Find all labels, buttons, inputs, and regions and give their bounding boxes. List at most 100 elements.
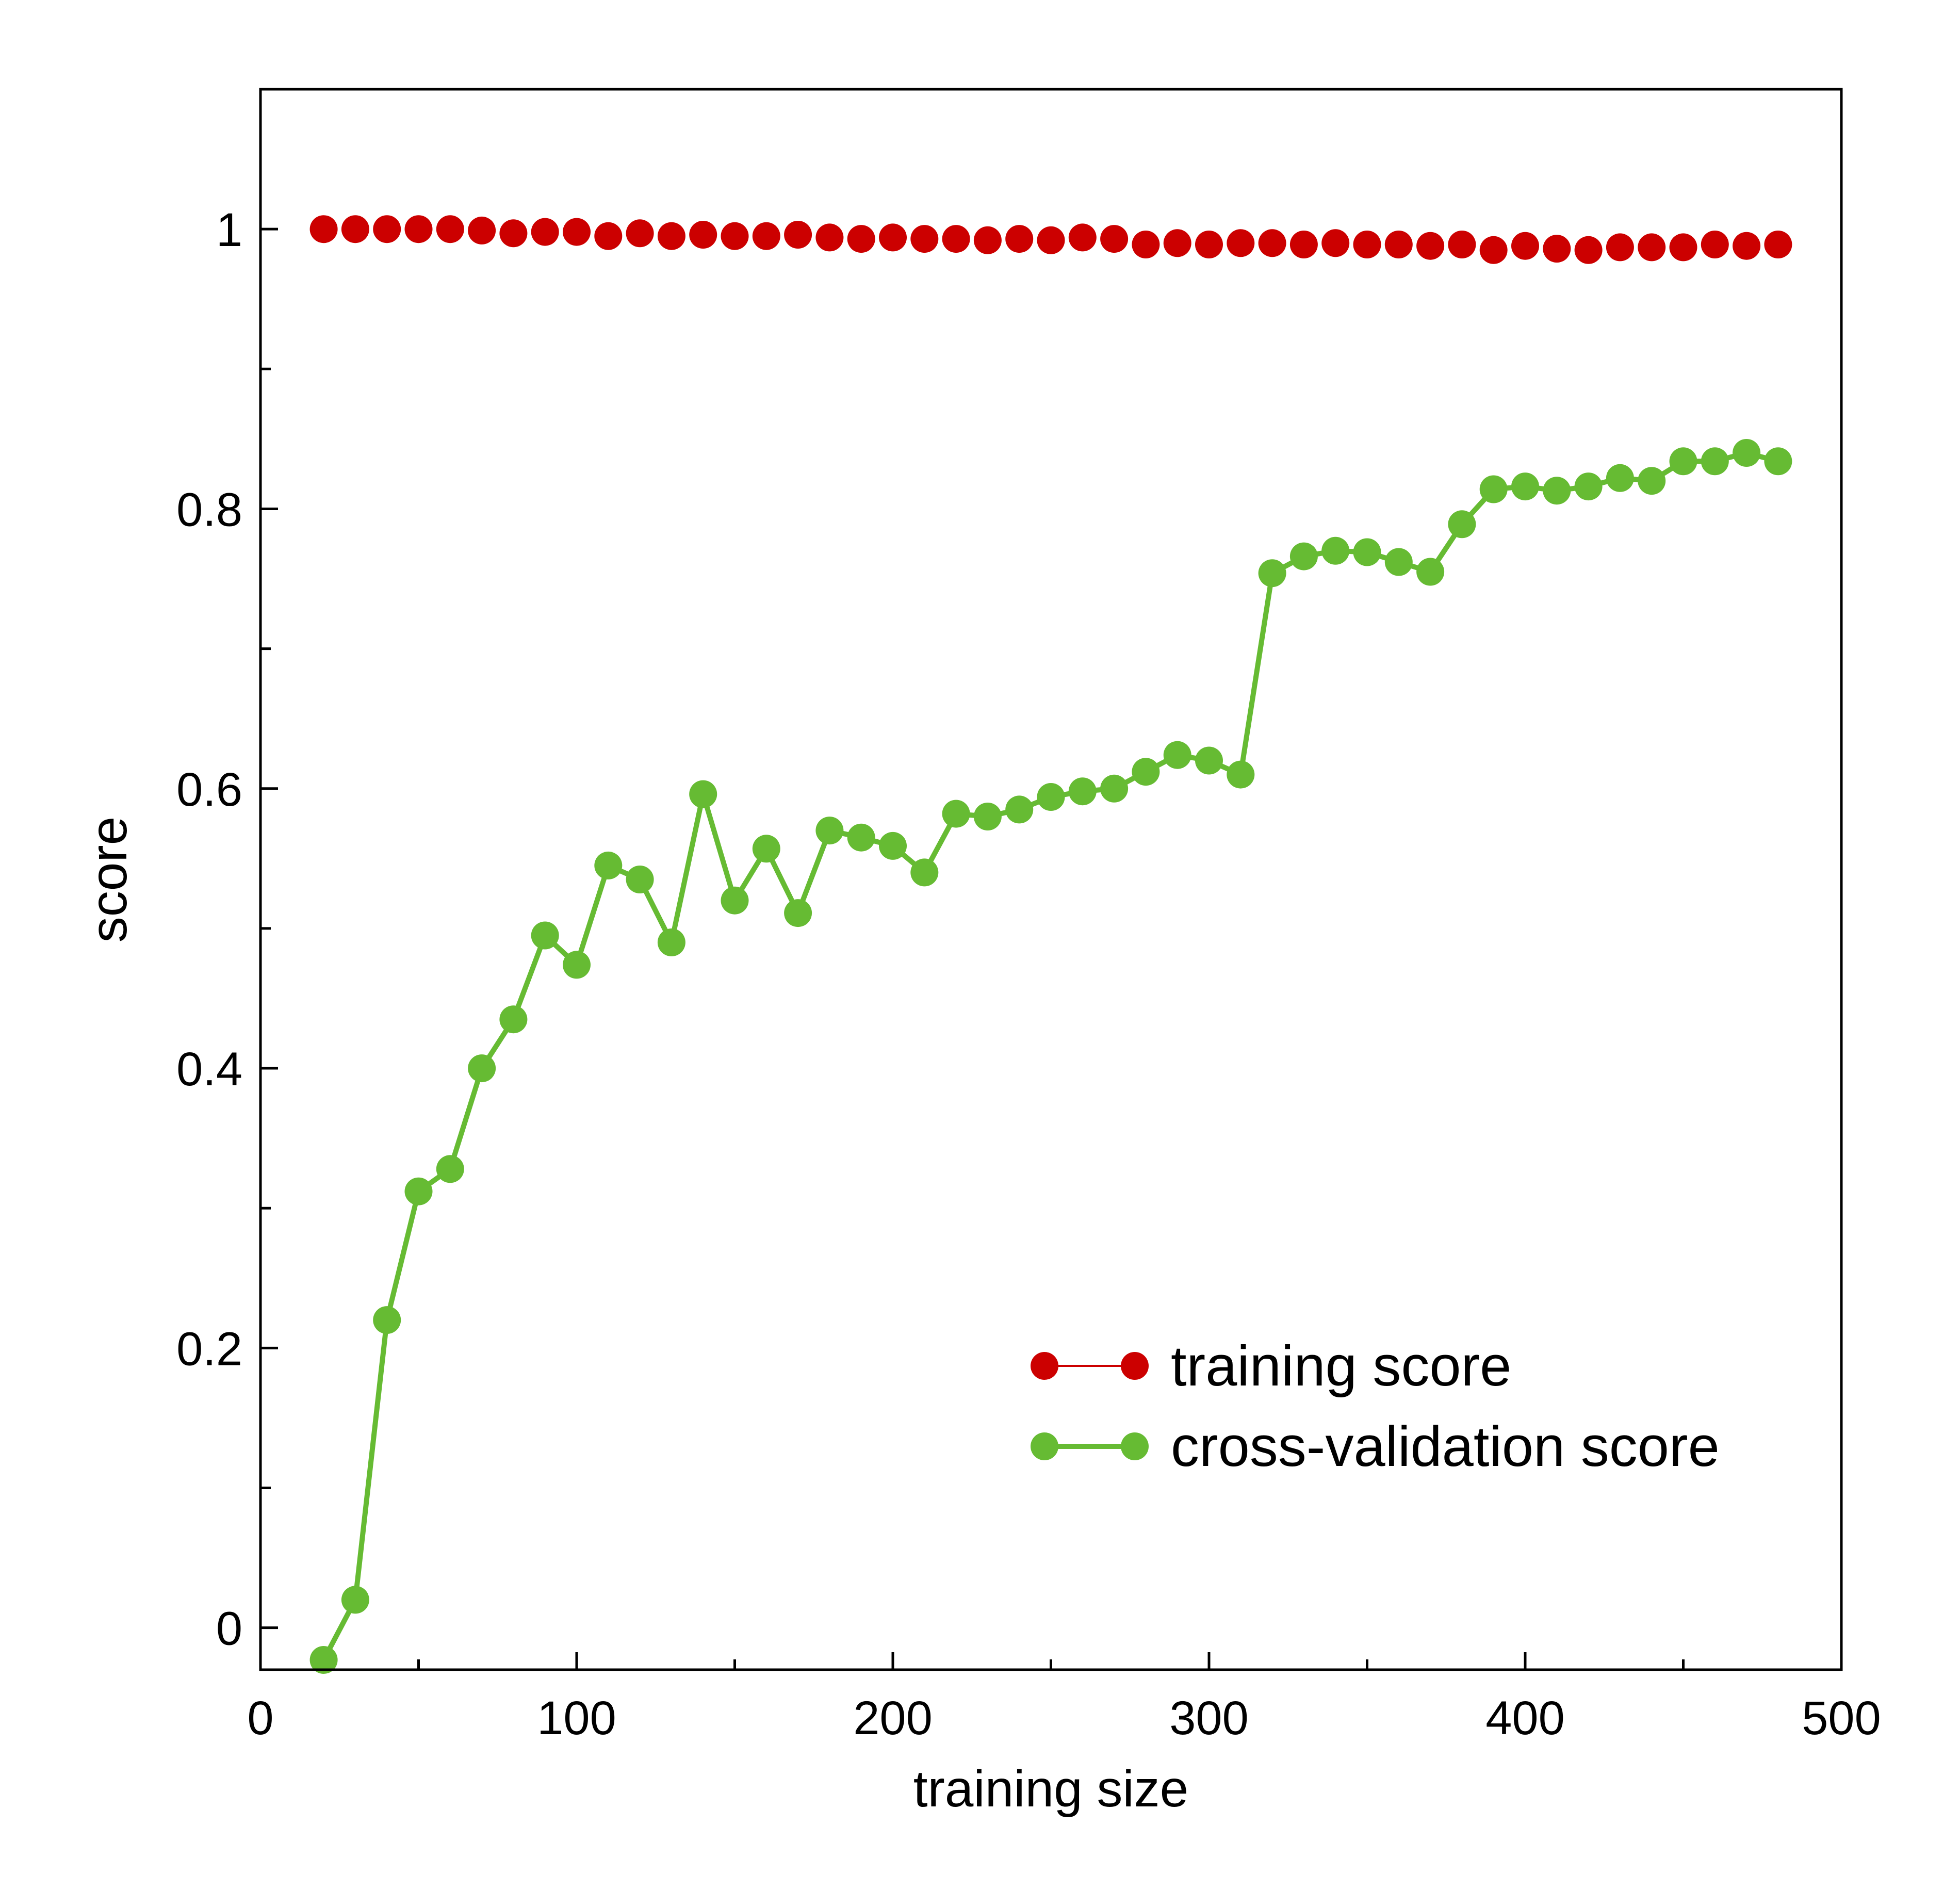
data-point	[1733, 232, 1761, 260]
data-point	[531, 218, 559, 246]
x-tick-label: 200	[853, 1692, 933, 1745]
data-point	[1606, 233, 1634, 262]
data-point	[1764, 447, 1792, 476]
data-point	[815, 817, 844, 845]
data-point	[1543, 235, 1571, 263]
data-point	[1005, 795, 1034, 824]
data-point	[815, 223, 844, 252]
data-point	[1321, 229, 1350, 257]
data-point	[563, 951, 591, 979]
data-point	[1163, 229, 1191, 257]
x-tick-label: 500	[1802, 1692, 1881, 1745]
x-tick-label: 0	[247, 1692, 273, 1745]
data-point	[594, 222, 623, 250]
data-point	[341, 1586, 369, 1614]
data-point	[1005, 225, 1034, 253]
data-point	[404, 1177, 433, 1205]
legend-cv-marker	[1031, 1432, 1058, 1460]
x-tick-label: 400	[1485, 1692, 1565, 1745]
data-point	[341, 215, 369, 243]
data-point	[1384, 548, 1413, 576]
data-point	[499, 1005, 528, 1034]
data-point	[752, 222, 780, 250]
legend-training-label: training score	[1171, 1334, 1511, 1398]
data-point	[689, 780, 717, 808]
series-1	[309, 439, 1792, 1674]
data-point	[1068, 223, 1097, 252]
data-point	[1100, 774, 1129, 803]
data-point	[657, 928, 685, 956]
x-tick-label: 100	[537, 1692, 616, 1745]
data-point	[404, 215, 433, 243]
data-point	[721, 886, 749, 915]
data-point	[373, 215, 401, 243]
data-point	[1132, 758, 1160, 786]
data-point	[1574, 472, 1603, 501]
data-point	[1321, 536, 1350, 565]
data-point	[531, 921, 559, 950]
data-point	[1258, 229, 1286, 257]
legend-cv-marker	[1121, 1432, 1149, 1460]
y-tick-label: 0.4	[176, 1043, 242, 1096]
data-point	[1289, 542, 1318, 570]
legend: training score cross-validation score	[1031, 1334, 1720, 1478]
data-point	[1669, 447, 1697, 476]
axis-tick-labels: 0 100 200 300 400 500 0 0.2 0.4 0.6 0.8 1	[176, 204, 1881, 1745]
data-point	[784, 899, 812, 927]
data-point	[1227, 229, 1255, 257]
data-point	[847, 823, 875, 852]
x-axis-label: training size	[913, 1760, 1189, 1818]
data-point	[1416, 558, 1445, 586]
data-point	[1384, 231, 1413, 258]
data-point	[1163, 741, 1191, 769]
data-point	[1511, 472, 1539, 501]
data-point	[784, 221, 812, 249]
series-0	[309, 215, 1792, 264]
data-point	[1638, 233, 1666, 262]
data-point	[1479, 475, 1508, 503]
data-point	[1733, 439, 1761, 467]
data-point	[626, 219, 654, 248]
data-point	[626, 866, 654, 893]
data-point	[1574, 236, 1603, 264]
y-tick-label: 0	[216, 1603, 242, 1655]
data-point	[1195, 746, 1223, 775]
data-point	[1037, 783, 1065, 811]
data-point	[721, 222, 749, 250]
data-point	[499, 219, 528, 248]
plot-frame	[259, 88, 1843, 1671]
data-point	[1638, 467, 1666, 495]
legend-training-marker	[1121, 1352, 1149, 1380]
data-point	[436, 215, 464, 243]
legend-item-training: training score	[1031, 1334, 1511, 1398]
x-tick-label: 300	[1169, 1692, 1249, 1745]
data-point	[1448, 510, 1476, 539]
data-point	[1132, 231, 1160, 258]
data-point	[942, 225, 970, 253]
data-point	[468, 1054, 496, 1083]
data-point	[1448, 231, 1476, 258]
y-tick-label: 1	[216, 204, 242, 256]
data-point	[973, 803, 1002, 830]
data-point	[847, 225, 875, 253]
data-point	[1511, 232, 1539, 260]
data-point	[752, 835, 780, 863]
data-point	[879, 832, 907, 860]
y-tick-label: 0.6	[176, 763, 242, 816]
data-point	[1543, 477, 1571, 505]
data-point	[973, 226, 1002, 254]
data-point	[1353, 231, 1381, 258]
data-point	[910, 858, 939, 887]
data-point	[1416, 232, 1445, 260]
data-point	[1100, 225, 1129, 253]
data-point	[1606, 464, 1634, 492]
data-point	[657, 222, 685, 250]
data-point	[1701, 231, 1729, 258]
data-point	[1353, 538, 1381, 566]
data-point	[1479, 236, 1508, 264]
data-point	[1669, 233, 1697, 262]
data-point	[436, 1155, 464, 1183]
data-point	[1068, 777, 1097, 806]
